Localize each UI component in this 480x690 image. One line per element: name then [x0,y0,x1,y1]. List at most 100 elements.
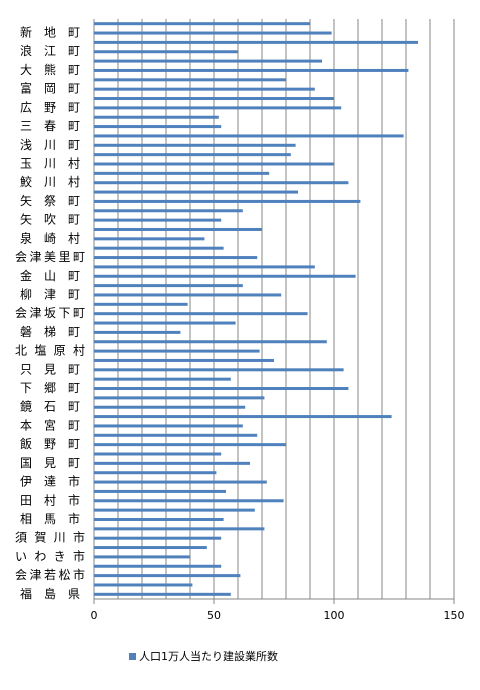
x-tick-label: 100 [324,609,345,622]
y-tick-label: 大熊町 [20,62,80,77]
bar [94,592,231,596]
y-tick-label: 下郷町 [20,381,80,395]
bar [94,218,222,222]
bar [94,480,267,484]
bar [94,349,260,353]
bar [94,377,231,381]
bar [94,330,181,334]
bar [94,424,243,428]
bar [94,368,344,372]
y-tick-label: 金山町 [20,268,80,283]
bar [94,78,286,82]
y-tick-label: 矢吹町 [20,213,80,227]
y-tick-label: いわき市 [15,548,85,563]
bar [94,508,255,512]
bar [94,358,274,362]
bar [94,396,265,400]
bar [94,293,282,297]
bar [94,574,241,578]
bar [94,181,349,185]
bar [94,153,291,157]
bar [94,40,418,44]
bar [94,321,236,325]
bar [94,143,296,147]
bar [94,22,310,26]
y-tick-label: 鮫川村 [20,174,80,189]
x-tick-label: 0 [91,609,98,622]
bar [94,134,404,138]
y-tick-label: 磐梯町 [20,325,80,339]
bar [94,209,243,213]
y-tick-label: 須賀川市 [15,530,85,545]
y-tick-label: 国見町 [20,456,80,470]
bar [94,546,207,550]
y-tick-label: 三春町 [20,119,80,133]
bar [94,312,308,316]
bar [94,274,356,278]
bar [94,527,265,531]
y-tick-label: 福島県 [20,586,80,601]
x-tick-label: 50 [207,609,221,622]
bar [94,87,315,91]
bar [94,517,224,521]
bar [94,125,222,129]
bar [94,536,222,540]
y-tick-label: 浅川町 [20,138,80,152]
bar [94,106,342,110]
bar [94,237,205,241]
bar [94,31,332,35]
bar [94,461,250,465]
bar [94,415,392,419]
bar [94,171,270,175]
y-tick-label: 鏡石町 [20,399,80,414]
y-tick-label: 柳津町 [20,287,80,301]
bar [94,162,334,166]
bar [94,499,284,503]
y-tick-label: 本宮町 [20,417,80,432]
y-tick-label: 浪江町 [20,43,80,58]
y-tick-label: 伊達市 [20,474,80,489]
bar [94,583,193,587]
bar [94,489,226,493]
bar [94,387,349,391]
y-tick-label: 富岡町 [20,81,80,96]
bar [94,190,298,194]
y-tick-label: 田村市 [20,492,80,507]
bar [94,59,322,63]
bar [94,97,334,101]
bar [94,68,409,72]
bar [94,199,361,203]
y-tick-label: 相馬市 [20,511,80,526]
legend-swatch [129,653,136,660]
y-tick-label: 只見町 [20,362,80,376]
bar [94,443,286,447]
bar [94,256,258,260]
bar [94,246,224,250]
x-tick-label: 150 [444,609,465,622]
y-tick-label: 矢祭町 [20,194,80,208]
bar [94,433,258,437]
bar [94,452,222,456]
y-tick-label: 新地町 [20,25,80,40]
y-tick-label: 会津美里町 [15,250,85,264]
y-tick-label: 会津坂下町 [15,306,85,320]
bar [94,405,246,409]
y-tick-label: 北塩原村 [15,343,85,358]
bar [94,115,219,119]
bar [94,555,190,559]
bar [94,340,327,344]
bar [94,284,243,288]
bar [94,227,262,231]
bar [94,564,222,568]
y-tick-label: 玉川村 [20,157,80,171]
y-tick-label: 泉崎村 [20,231,80,245]
bar [94,50,238,54]
bar [94,265,315,269]
y-tick-label: 広野町 [20,100,80,114]
y-tick-label: 飯野町 [20,436,80,451]
y-tick-label: 会津若松市 [15,567,85,582]
bar [94,302,188,306]
legend-label: 人口1万人当たり建設業所数 [139,649,278,663]
bar [94,471,217,475]
